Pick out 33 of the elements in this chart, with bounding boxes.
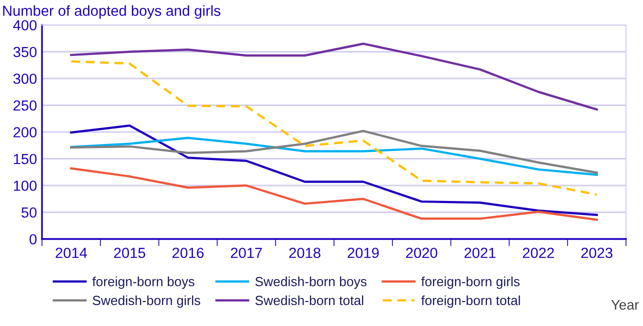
y-tick-label: 400 [13, 20, 37, 30]
y-axis-title: Number of adopted boys and girls [3, 5, 220, 19]
legend-label: foreign-born girls [421, 276, 520, 289]
line-series [70, 136, 598, 176]
y-tick-label: 300 [13, 74, 37, 84]
legend-label: foreign-born total [421, 295, 520, 308]
line-series [70, 167, 598, 221]
x-tick-label: 2023 [581, 248, 612, 258]
x-tick-label: 2019 [348, 248, 379, 258]
line-series [70, 130, 598, 174]
x-tick-label: 2017 [230, 248, 262, 258]
y-tick-label: 250 [14, 100, 37, 111]
y-tick-label: 100 [14, 180, 37, 191]
legend-label: Swedish-born boys [255, 276, 366, 289]
x-tick-label: 2018 [289, 248, 320, 258]
x-tick-label: 2020 [406, 248, 438, 258]
x-tick-label: 2015 [114, 248, 146, 258]
y-tick-label: 150 [14, 154, 37, 164]
legend-label: Swedish-born total [255, 295, 364, 306]
y-tick-label: 350 [13, 46, 37, 58]
line-series [70, 42, 598, 111]
y-tick-label: 50 [22, 207, 37, 218]
x-tick-label: 2022 [522, 248, 554, 258]
line-series [70, 60, 598, 196]
x-axis-title: Year [611, 300, 639, 310]
x-tick-label: 2014 [56, 248, 87, 258]
y-tick-label: 200 [14, 127, 37, 138]
legend-label: foreign-born boys [92, 276, 194, 289]
legend-label: Swedish-born girls [92, 295, 200, 308]
line-series [70, 124, 598, 216]
y-tick-label: 0 [30, 234, 37, 244]
x-tick-label: 2021 [464, 248, 496, 258]
x-tick-label: 2016 [172, 248, 204, 258]
